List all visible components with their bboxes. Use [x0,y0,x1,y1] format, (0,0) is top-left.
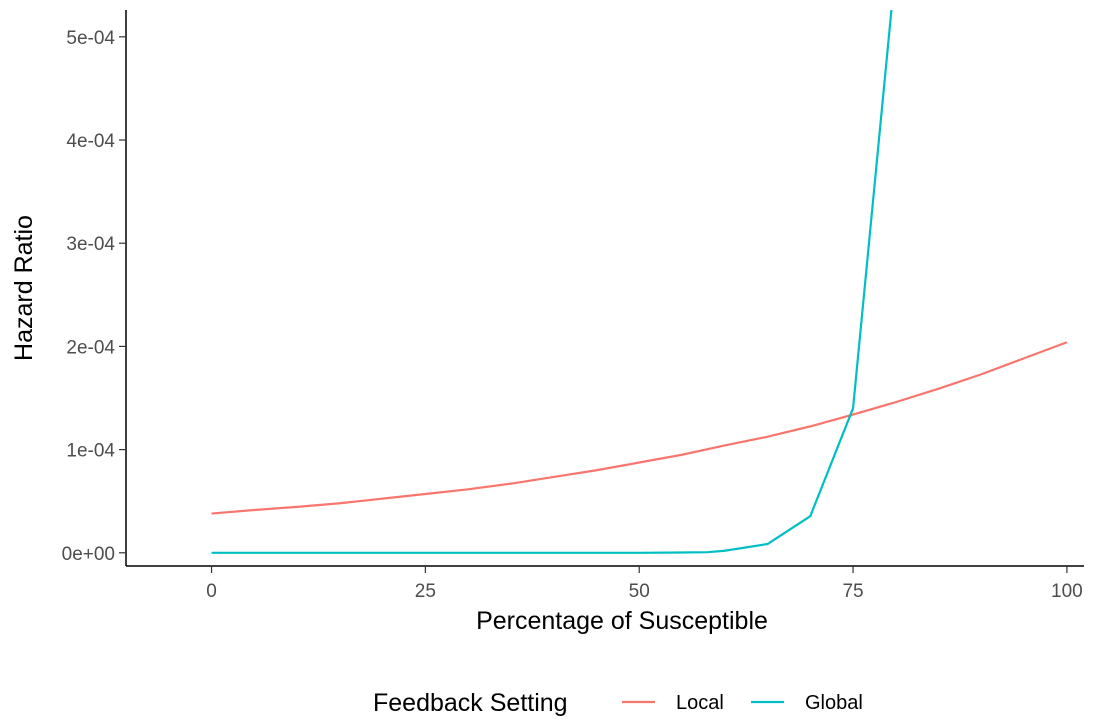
y-tick-label: 4e-04 [66,131,115,152]
legend: Feedback Setting Local Global [373,689,863,717]
y-tick-label: 3e-04 [66,234,115,255]
x-axis-title: Percentage of Susceptible [476,607,768,635]
series-line-global [211,10,893,554]
x-tick-label: 25 [415,581,436,602]
x-axis-ticks: 0 25 50 75 100 [206,566,1083,602]
x-tick-label: 0 [206,581,217,602]
y-axis-ticks: 0e+00 1e-04 2e-04 3e-04 4e-04 5e-04 [62,28,126,565]
x-tick-label: 100 [1051,581,1083,602]
series-layer [211,10,1068,554]
y-tick-label: 5e-04 [66,28,115,49]
series-line-local [211,341,1068,515]
legend-title: Feedback Setting [373,689,568,717]
y-tick-label: 0e+00 [62,544,115,565]
legend-label-local: Local [676,692,724,714]
y-tick-label: 2e-04 [66,337,115,358]
legend-label-global: Global [805,692,863,714]
x-tick-label: 75 [842,581,863,602]
x-tick-label: 50 [629,581,650,602]
plot-area: 0 25 50 75 100 0e+00 1e-04 2e-04 3e-04 4e-04 5e-0… [62,10,1084,602]
y-tick-label: 1e-04 [66,441,115,462]
y-axis-title: Hazard Ratio [10,215,38,361]
